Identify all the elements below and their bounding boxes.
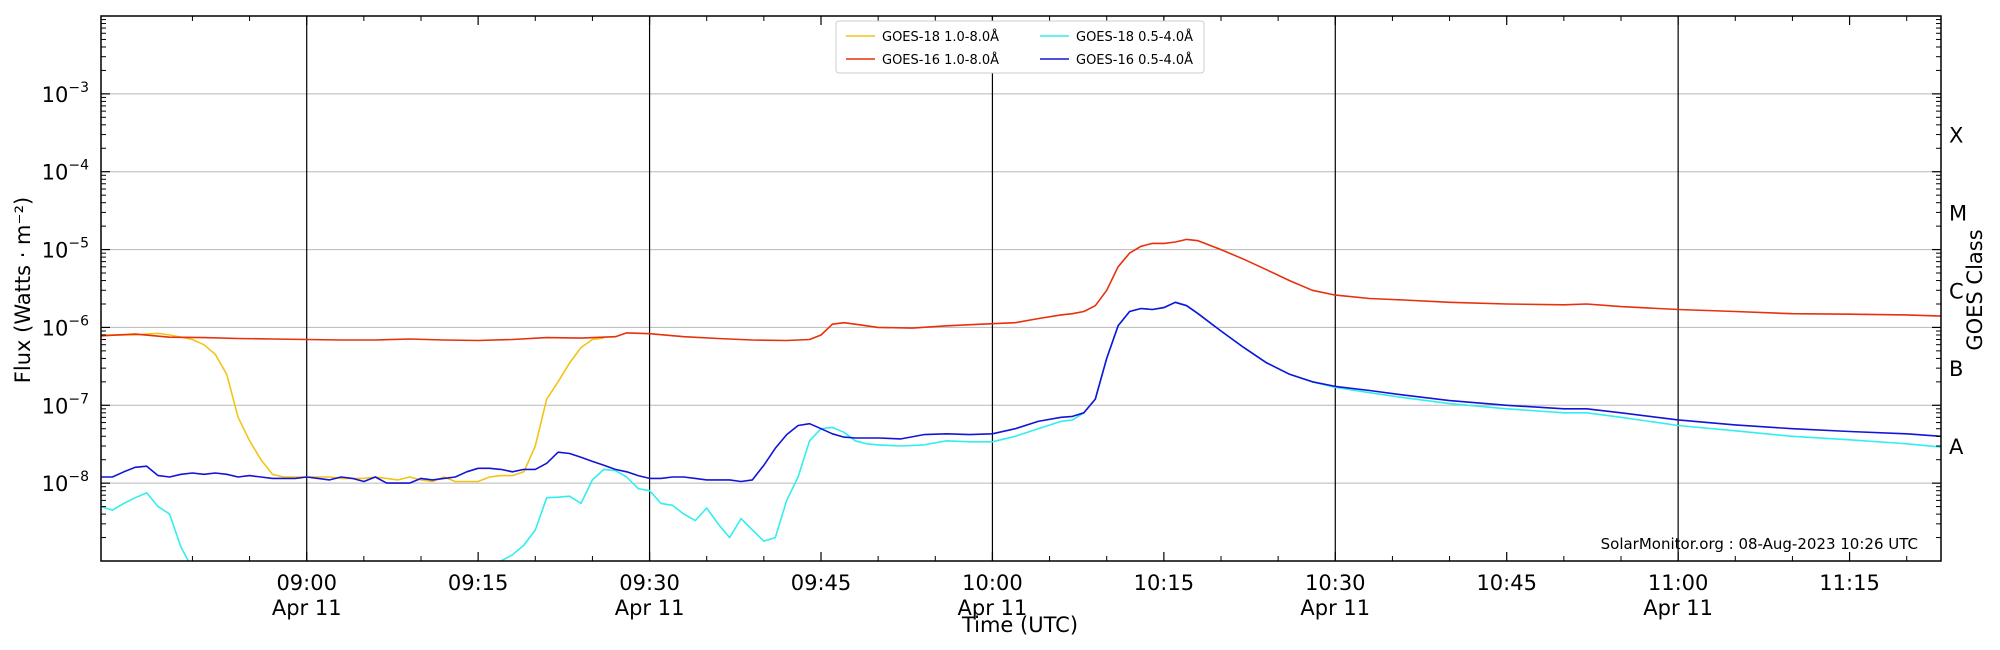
x-tick-label: 09:45: [791, 571, 852, 595]
series-line: [101, 301, 1941, 484]
plot-frame: [100, 15, 1942, 562]
legend-label: GOES-16 1.0-8.0Å: [882, 52, 999, 68]
legend-label: GOES-18 0.5-4.0Å: [1076, 29, 1193, 45]
x-tick-date-label: Apr 11: [615, 596, 685, 620]
y-axis-title: Flux (Watts · m⁻²): [11, 197, 35, 383]
legend-label: GOES-18 1.0-8.0Å: [882, 29, 999, 45]
goes-class-label: A: [1949, 435, 1964, 459]
goes-class-label: M: [1949, 201, 1967, 225]
x-tick-label: 10:00: [962, 571, 1023, 595]
x-tick-date-label: Apr 11: [1300, 596, 1370, 620]
series-line: [101, 238, 1941, 342]
x-tick-label: 10:15: [1134, 571, 1195, 595]
credit-text: SolarMonitor.org : 08-Aug-2023 10:26 UTC: [1601, 535, 1918, 553]
y-tick-label: 10−5: [42, 236, 89, 263]
legend: GOES-18 1.0-8.0Å GOES-18 0.5-4.0Å GOES-1…: [835, 20, 1205, 74]
goes-class-axis-title: GOES Class: [1963, 229, 1987, 350]
x-tick-label: 09:00: [276, 571, 337, 595]
legend-box: [835, 20, 1205, 74]
series-layer: [101, 238, 1941, 561]
legend-label: GOES-16 0.5-4.0Å: [1076, 52, 1193, 68]
x-tick-label: 10:45: [1476, 571, 1537, 595]
day-vertical-lines: [306, 16, 1679, 561]
goes-class-label: X: [1949, 124, 1963, 148]
x-tick-label: 11:15: [1819, 571, 1880, 595]
x-tick-label: 09:15: [448, 571, 509, 595]
x-tick-date-label: Apr 11: [272, 596, 342, 620]
x-tick-date-label: Apr 11: [1643, 596, 1713, 620]
goes-class-label: C: [1949, 279, 1964, 303]
goes-class-label: B: [1949, 357, 1963, 381]
x-tick-label: 10:30: [1305, 571, 1366, 595]
x-axis-title: Time (UTC): [961, 613, 1078, 637]
x-tick-label: 09:30: [619, 571, 680, 595]
x-tick-label: 11:00: [1648, 571, 1709, 595]
x-tick-date-label: Apr 11: [958, 596, 1028, 620]
